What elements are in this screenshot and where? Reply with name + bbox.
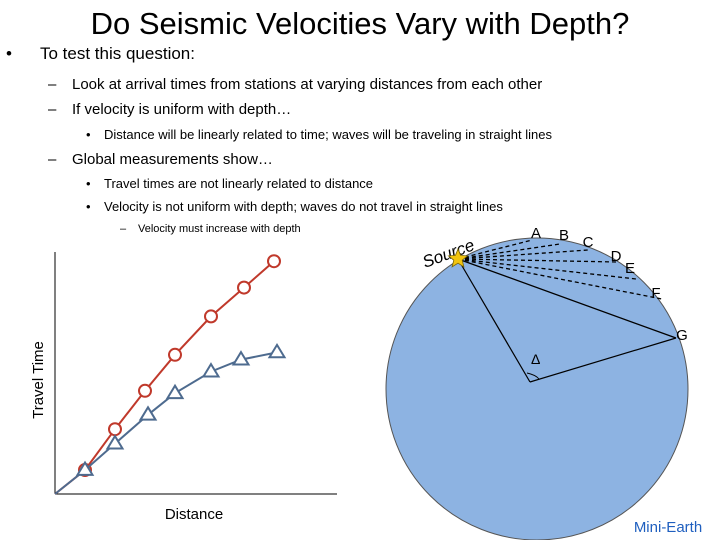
station-label-c: C	[583, 234, 594, 251]
series-line-1	[54, 260, 275, 495]
data-point-triangle-4	[165, 383, 185, 400]
source-star-icon	[447, 247, 469, 268]
bullet-arrival-times: Look at arrival times from stations at v…	[72, 76, 543, 93]
data-point-circle-6	[237, 280, 251, 295]
data-point-triangle-2	[105, 434, 125, 450]
slide-title: Do Seismic Velocities Vary with Depth?	[90, 6, 630, 41]
data-point-circle-7	[267, 254, 281, 269]
bullet-uniform-velocity: If velocity is uniform with depth…	[72, 101, 292, 118]
angle-label: Δ	[531, 351, 540, 367]
dash-marker: –	[48, 101, 57, 118]
seismic-ray-7	[457, 258, 677, 339]
bullet-not-uniform: Velocity is not uniform with depth; wave…	[104, 199, 503, 214]
data-point-triangle-1	[75, 460, 95, 476]
seismic-ray-2	[457, 243, 561, 260]
y-axis-label: Travel Time	[30, 341, 47, 419]
travel-time-chart: Travel Time Distance	[30, 252, 337, 523]
seismic-ray-1	[457, 239, 533, 260]
radius-to-station-g	[529, 337, 677, 383]
data-point-triangle-3	[138, 405, 158, 421]
data-point-triangle-5	[201, 362, 221, 378]
dash-marker: –	[120, 223, 127, 235]
bullet-marker: •	[86, 199, 91, 214]
seismic-ray-4	[457, 258, 618, 263]
seismic-ray-5	[457, 258, 637, 280]
bullet-velocity-increase: Velocity must increase with depth	[138, 223, 301, 235]
data-point-triangle-7	[267, 342, 287, 359]
data-point-circle-3	[138, 383, 152, 398]
angle-arc	[526, 372, 540, 380]
x-axis-label: Distance	[165, 506, 223, 523]
data-point-triangle-6	[231, 350, 251, 366]
data-point-circle-5	[204, 309, 218, 324]
bullet-marker: •	[6, 44, 12, 63]
seismic-ray-3	[457, 249, 589, 260]
station-label-b: B	[559, 227, 569, 244]
bullet-linear-relation: Distance will be linearly related to tim…	[104, 127, 552, 142]
station-label-f: F	[651, 285, 660, 302]
radius-to-source	[457, 258, 531, 383]
bullet-global-measurements: Global measurements show…	[72, 151, 273, 168]
station-label-g: G	[676, 327, 688, 344]
station-label-d: D	[611, 248, 622, 265]
mini-earth-caption: Mini-Earth	[634, 519, 702, 536]
station-label-a: A	[531, 225, 541, 242]
bullet-test-question: To test this question:	[40, 44, 195, 63]
data-point-circle-4	[168, 347, 182, 362]
station-label-e: E	[625, 260, 635, 277]
dash-marker: –	[48, 151, 57, 168]
earth-circle	[385, 237, 689, 540]
bullet-marker: •	[86, 176, 91, 191]
bullet-not-linear: Travel times are not linearly related to…	[104, 176, 374, 191]
bullet-marker: •	[86, 127, 91, 142]
dash-marker: –	[48, 76, 57, 93]
